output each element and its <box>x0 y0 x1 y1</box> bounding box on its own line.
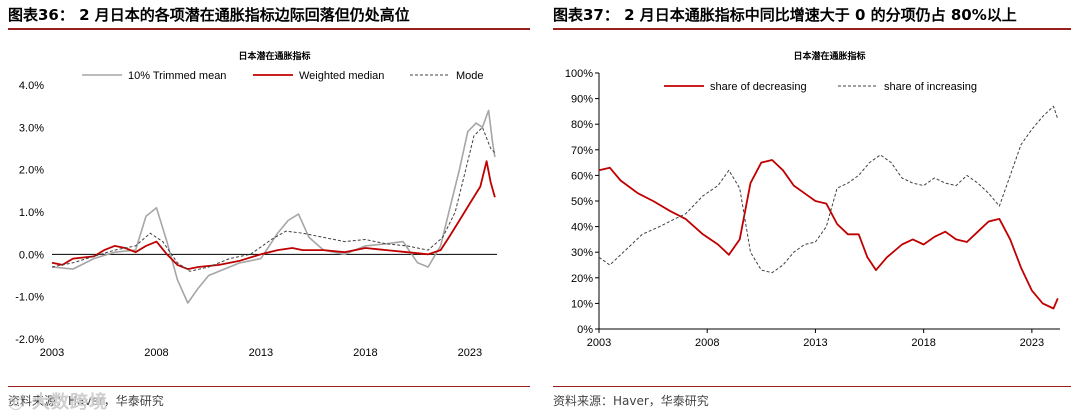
series-line-1 <box>51 109 496 304</box>
y-tick-label: 90% <box>571 94 593 106</box>
right-footer-rule <box>553 386 1071 387</box>
y-tick-label: 1.0% <box>19 207 44 219</box>
legend-label: 10% Trimmed mean <box>128 70 226 82</box>
y-tick-label: 50% <box>571 196 593 208</box>
y-tick-label: 0.0% <box>19 249 44 261</box>
legend-label: Mode <box>456 70 484 82</box>
right-title-rule <box>553 28 1071 30</box>
y-tick-label: 60% <box>571 170 593 182</box>
chart-title: 日本潜在通胀指标 <box>793 50 865 62</box>
series-line-3 <box>51 126 496 272</box>
y-tick-label: -1.0% <box>15 292 44 304</box>
left-panel-title: 图表36： 2 月日本的各项潜在通胀指标边际回落但仍处高位 <box>8 6 410 24</box>
x-tick-label: 2013 <box>249 347 273 359</box>
chart-2: 日本潜在通胀指标 100% 90% 80% 70% 60% 50% 40% 30% 20% 10% 0… <box>565 50 1060 349</box>
y-tick-label: 3.0% <box>19 122 44 134</box>
left-footer-rule <box>8 386 530 387</box>
left-source-note: 资料来源：Haver，华泰研究 <box>8 394 164 408</box>
y-tick-label: 80% <box>571 119 593 131</box>
y-tick-label: 30% <box>571 247 593 259</box>
left-title-rule <box>8 28 530 30</box>
y-tick-label: 70% <box>571 145 593 157</box>
y-tick-label: 100% <box>565 68 593 80</box>
series-line-2 <box>598 105 1059 274</box>
right-panel-title: 图表37： 2 月日本通胀指标中同比增速大于 0 的分项仍占 80%以上 <box>553 6 1017 24</box>
y-tick-label: 2.0% <box>19 165 44 177</box>
y-tick-label: 0% <box>577 324 593 336</box>
y-tick-label: 40% <box>571 222 593 234</box>
x-tick-label: 2013 <box>803 337 827 349</box>
y-tick-label: -2.0% <box>15 334 44 346</box>
x-tick-label: 2018 <box>911 337 935 349</box>
x-tick-label: 2023 <box>1020 337 1044 349</box>
right-source-note: 资料来源：Haver，华泰研究 <box>553 394 709 408</box>
y-tick-label: 10% <box>571 298 593 310</box>
series-line-1 <box>598 159 1059 310</box>
legend-label: Weighted median <box>299 70 384 82</box>
chart-1: 日本潜在通胀指标4.0%3.0%2.0%1.0%0.0%-1.0%-2.0%20… <box>15 50 497 359</box>
y-tick-label: 20% <box>571 273 593 285</box>
x-tick-label: 2008 <box>144 347 168 359</box>
x-tick-label: 2003 <box>587 337 611 349</box>
legend-label: share of decreasing <box>710 81 807 93</box>
legend-label: share of increasing <box>884 81 977 93</box>
x-tick-label: 2003 <box>40 347 64 359</box>
series-line-2 <box>51 160 496 270</box>
x-tick-label: 2023 <box>458 347 482 359</box>
chart-title: 日本潜在通胀指标 <box>238 50 310 62</box>
x-tick-label: 2018 <box>353 347 377 359</box>
watermark-logo: ◎ 大数跨境 <box>8 392 108 413</box>
y-tick-label: 4.0% <box>19 80 44 92</box>
x-tick-label: 2008 <box>695 337 719 349</box>
watermark-text: 大数跨境 <box>31 392 108 413</box>
